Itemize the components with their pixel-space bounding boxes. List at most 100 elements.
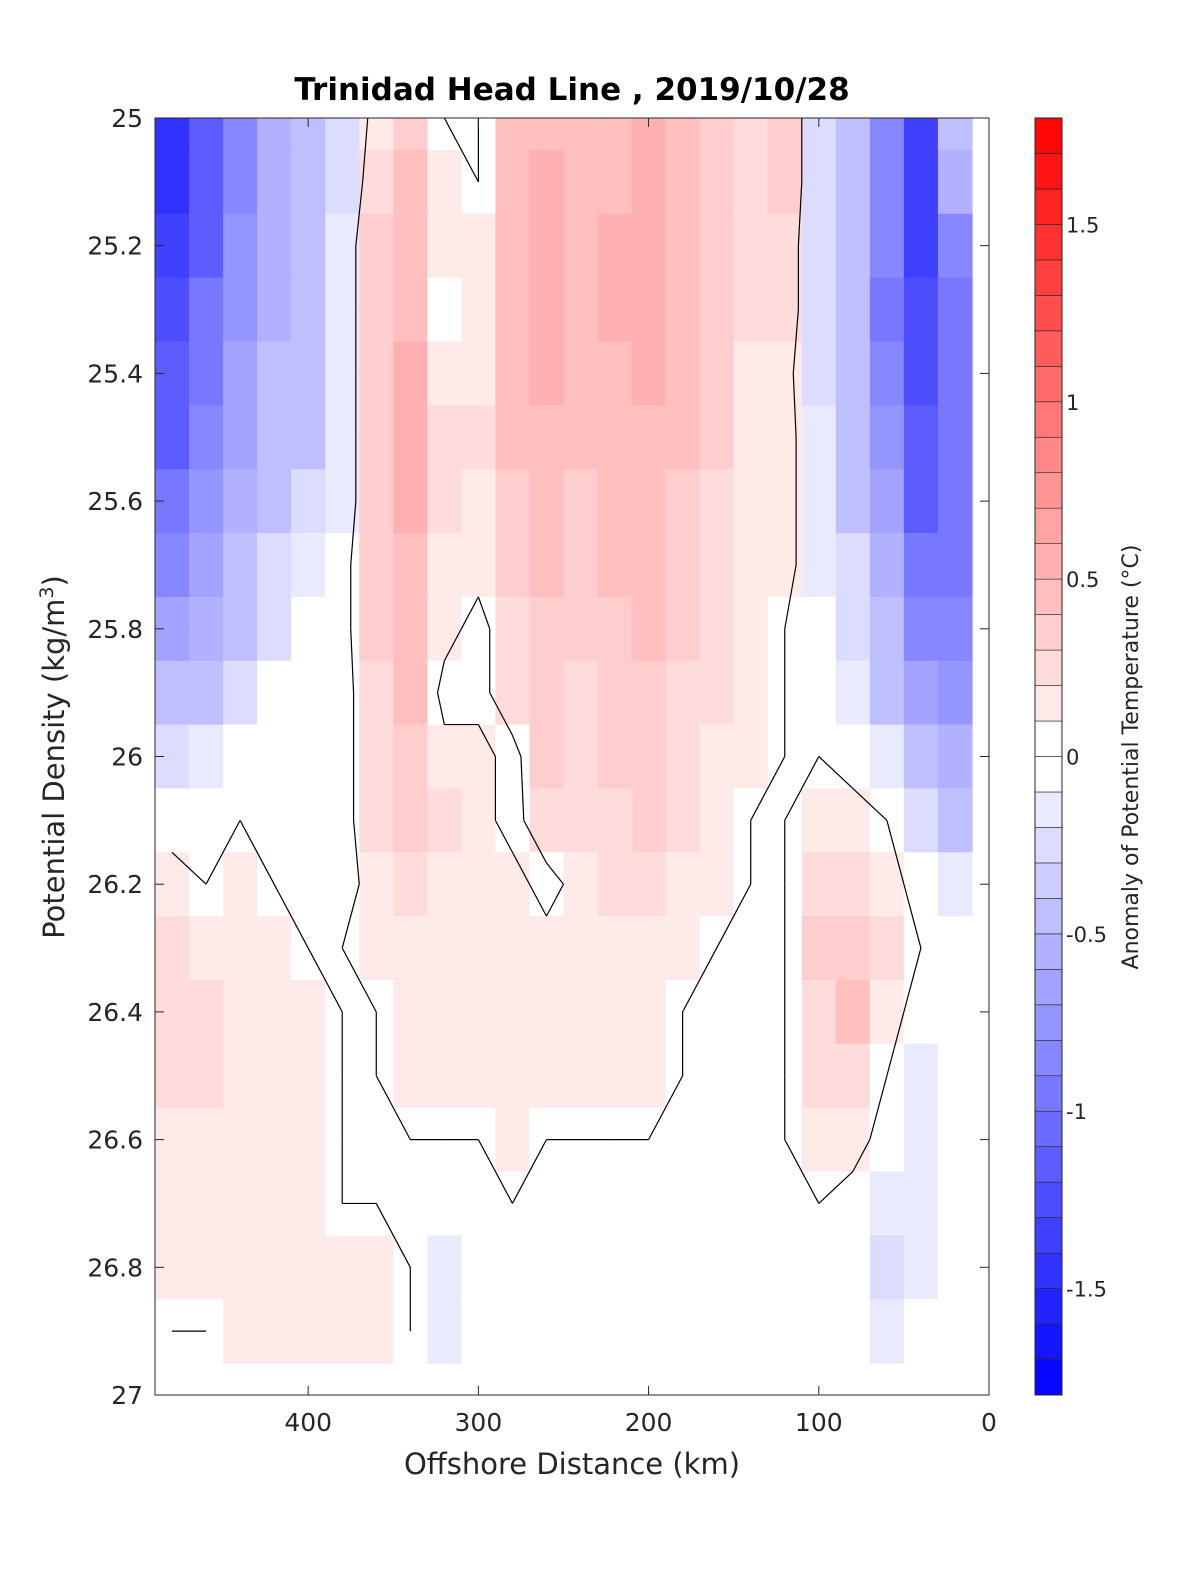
heatmap-cell — [801, 979, 837, 1045]
heatmap-cell — [631, 1171, 667, 1236]
heatmap-cell — [903, 660, 939, 726]
heatmap-cell — [937, 1235, 973, 1300]
heatmap-cell — [495, 1043, 531, 1109]
colorbar-tick-label: -1.5 — [1066, 1278, 1107, 1302]
heatmap-cell — [699, 1299, 735, 1364]
heatmap-cell — [631, 724, 667, 790]
heatmap-cell — [529, 596, 565, 662]
x-tick-label: 400 — [284, 1408, 332, 1437]
y-tick-label: 26.8 — [87, 1253, 143, 1282]
zero-contour-segment — [494, 820, 513, 853]
heatmap-cell — [665, 469, 701, 534]
heatmap-cell — [257, 533, 292, 598]
heatmap-cell — [665, 405, 701, 470]
heatmap-cell — [699, 469, 735, 534]
heatmap-cell — [359, 213, 394, 279]
heatmap-cell — [223, 213, 258, 279]
heatmap-cell — [359, 660, 394, 726]
heatmap-cell — [189, 1235, 224, 1300]
heatmap-cell — [189, 118, 224, 151]
colorbar-band — [1034, 295, 1063, 332]
y-tick-label: 25.8 — [87, 615, 143, 644]
colorbar-band — [1034, 1039, 1063, 1077]
heatmap-cell — [223, 405, 258, 470]
heatmap-cell — [631, 469, 667, 534]
heatmap-cell — [733, 405, 769, 470]
heatmap-cell — [767, 149, 803, 215]
colorbar-band — [1034, 1288, 1063, 1325]
heatmap-cell — [937, 533, 973, 598]
heatmap-cell — [631, 852, 667, 917]
heatmap-cell — [835, 277, 871, 343]
heatmap-cell — [869, 533, 905, 598]
heatmap-cell — [937, 118, 973, 151]
heatmap-cell — [597, 1299, 633, 1364]
x-tick-label: 100 — [795, 1408, 843, 1437]
heatmap-cell — [257, 405, 292, 470]
heatmap-cell — [529, 469, 565, 534]
heatmap-cell — [801, 533, 837, 598]
heatmap-cell — [461, 213, 497, 279]
heatmap-cell — [291, 979, 326, 1045]
heatmap-cell — [257, 149, 292, 215]
heatmap-cell — [631, 1299, 667, 1364]
zero-contour-segment — [341, 884, 360, 949]
heatmap-cell — [597, 596, 633, 662]
zero-contour-segment — [460, 596, 479, 630]
chart-title: Trinidad Head Line , 2019/10/28 — [294, 72, 849, 108]
y-tick-label: 26.2 — [87, 870, 143, 899]
heatmap-cell — [495, 1235, 531, 1300]
heatmap-cell — [291, 788, 326, 853]
heatmap-cell — [155, 1171, 190, 1236]
heatmap-cell — [223, 1235, 258, 1300]
heatmap-cell — [563, 979, 599, 1045]
heatmap-cell — [597, 1171, 633, 1236]
heatmap-cell — [291, 213, 326, 279]
heatmap-cell — [869, 724, 905, 790]
heatmap-cell — [835, 660, 871, 726]
y-axis-label-close: ) — [37, 575, 71, 586]
heatmap-cell — [903, 979, 939, 1045]
heatmap-cell — [257, 979, 292, 1045]
heatmap-cell — [359, 852, 394, 917]
heatmap-cell — [801, 469, 837, 534]
heatmap-cell — [767, 341, 803, 406]
heatmap-cell — [699, 1235, 735, 1300]
heatmap-cell — [427, 1171, 462, 1236]
colorbar-band — [1034, 862, 1063, 899]
heatmap-cell — [359, 788, 394, 853]
colorbar-band — [1034, 366, 1063, 403]
heatmap-cell — [155, 533, 190, 598]
heatmap-cell — [461, 405, 497, 470]
heatmap-cell — [563, 1299, 599, 1364]
heatmap-cell — [189, 149, 224, 215]
heatmap-cell — [393, 149, 428, 215]
heatmap-cell — [291, 724, 326, 790]
heatmap-cell — [461, 788, 497, 853]
heatmap-cell — [767, 533, 803, 598]
heatmap-cell — [257, 788, 292, 853]
heatmap-cell — [495, 596, 531, 662]
heatmap-cell — [291, 852, 326, 917]
heatmap-cell — [189, 596, 224, 662]
heatmap-cell — [461, 596, 497, 662]
heatmap-cell — [325, 118, 360, 151]
zero-contour-segment — [443, 628, 462, 662]
heatmap-cell — [801, 1107, 837, 1173]
zero-contour-segment — [792, 309, 799, 374]
heatmap-cell — [529, 724, 565, 790]
zero-contour-segment — [792, 373, 797, 438]
colorbar-tick-label: 0 — [1066, 746, 1079, 770]
zero-contour-segment — [273, 883, 309, 949]
heatmap-cell — [223, 1107, 258, 1173]
heatmap-cell — [903, 724, 939, 790]
zero-contour-segment — [489, 692, 513, 736]
heatmap-cell — [631, 277, 667, 343]
heatmap-cell — [393, 118, 428, 151]
heatmap-cell — [427, 405, 462, 470]
heatmap-cell — [631, 979, 667, 1045]
heatmap-cell — [835, 1235, 871, 1300]
colorbar-label: Anomaly of Potential Temperature (°C) — [1119, 545, 1144, 970]
heatmap-cell — [869, 1107, 905, 1173]
heatmap-cell — [563, 213, 599, 279]
